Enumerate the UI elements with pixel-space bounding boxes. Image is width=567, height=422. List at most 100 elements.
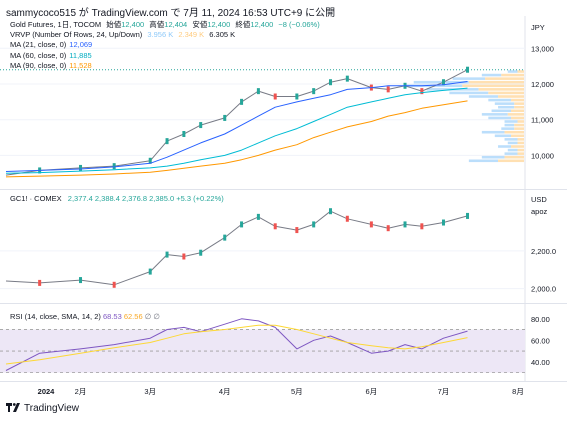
vrvp-value-2: 2.349 K: [178, 30, 205, 40]
comex-chart-svg[interactable]: USD apoz 2,000.0 2,200.0: [0, 190, 567, 304]
data-point: [79, 164, 83, 171]
rsi-legend: RSI (14, close, SMA, 14, 2) 68.53 62.56 …: [10, 312, 160, 322]
y-tick-label: 60.00: [531, 336, 550, 345]
data-point: [182, 253, 186, 260]
data-point: [386, 86, 390, 93]
data-point: [148, 268, 152, 275]
x-tick-label: 7月: [438, 387, 450, 396]
series-line-gc1-comex: [5, 210, 468, 286]
main-title-row: Gold Futures, 1日, TOCOM 始値12,400 高値12,40…: [10, 20, 323, 30]
ma60-row: MA (60, close, 0) 11,885: [10, 51, 323, 61]
data-point: [441, 79, 445, 86]
data-point: [240, 221, 244, 228]
high-value: 12,404: [164, 20, 188, 29]
ma21-row: MA (21, close, 0) 12,069: [10, 40, 323, 50]
volume-profile-down-bar: [498, 95, 524, 98]
main-legend: Gold Futures, 1日, TOCOM 始値12,400 高値12,40…: [10, 20, 323, 71]
comex-panel: USD apoz 2,000.0 2,200.0 GC1! · COMEX 2,3…: [0, 190, 567, 304]
vrvp-value-1: 3.956 K: [147, 30, 174, 40]
ma90-row: MA (90, close, 0) 11,528: [10, 61, 323, 71]
close-label: 終値: [235, 20, 251, 29]
data-point: [466, 212, 470, 219]
volume-profile-down-bar: [511, 134, 524, 138]
data-point: [199, 249, 203, 256]
volume-profile-down-bar: [498, 159, 524, 163]
comex-title: GC1! · COMEX: [10, 194, 62, 203]
volume-profile-up-bar: [481, 130, 505, 134]
data-point: [386, 225, 390, 232]
ma90-label: MA (90, close, 0): [10, 60, 67, 70]
low-value: 12,400: [207, 20, 231, 29]
volume-profile-down-bar: [517, 152, 524, 155]
y-tick-label: 10,000: [531, 151, 554, 160]
comex-ohlc: 2,377.4 2,388.4 2,376.8 2,385.0 +5.3 (+0…: [67, 194, 224, 203]
volume-profile-down-bar: [485, 77, 524, 80]
vrvp-label: VRVP (Number Of Rows, 24, Up/Down): [10, 30, 143, 40]
ma90-value: 11,528: [69, 60, 92, 70]
volume-profile-down-bar: [468, 80, 524, 84]
x-tick-label: 8月: [512, 387, 524, 396]
data-point: [312, 221, 316, 228]
volume-profile-down-bar: [511, 98, 524, 102]
volume-profile-down-bar: [488, 91, 524, 95]
volume-profile-down-bar: [507, 113, 524, 116]
series-line-rsi-based-ma: [5, 324, 468, 365]
tradingview-brand: TradingView: [24, 403, 80, 414]
y-tick-label: 80.00: [531, 315, 550, 324]
main-chart-svg[interactable]: JPY 10,000 11,000 12,000 13,000: [0, 16, 567, 190]
data-point: [369, 221, 373, 228]
rsi-value: 68.53: [102, 312, 122, 321]
rsi-label: RSI (14, close, SMA, 14, 2): [10, 312, 101, 321]
x-tick-label: 4月: [219, 387, 231, 396]
tradingview-logo-icon: [6, 403, 20, 414]
data-point: [345, 215, 349, 222]
y-tick-label: 2,000.0: [531, 285, 556, 294]
volume-profile-down-bar: [504, 130, 524, 134]
rsi-chart-svg[interactable]: 40.00 60.00 80.00: [0, 304, 567, 382]
data-point: [329, 79, 333, 86]
data-point: [312, 88, 316, 95]
volume-profile-down-bar: [517, 70, 524, 73]
series-line-ma-21-close-0-: [5, 81, 468, 172]
ma21-value: 12,069: [69, 40, 93, 50]
comex-currency-label: USD: [531, 195, 547, 204]
y-tick-label: 13,000: [531, 44, 554, 53]
volume-profile-down-bar: [511, 109, 524, 113]
data-point: [165, 138, 169, 145]
vrvp-value-3: 6.305 K: [209, 30, 236, 40]
volume-profile-down-bar: [517, 141, 524, 145]
volume-profile-up-bar: [494, 134, 512, 138]
y-tick-label: 2,200.0: [531, 247, 556, 256]
data-point: [466, 66, 470, 73]
volume-profile-down-bar: [478, 88, 524, 91]
volume-profile-down-bar: [504, 155, 524, 159]
volume-profile-up-bar: [488, 98, 512, 102]
time-axis[interactable]: 2024 2月 3月 4月 5月 6月 7月 8月: [0, 382, 567, 400]
data-point: [199, 122, 203, 129]
data-point: [329, 208, 333, 215]
volume-profile-up-bar: [507, 70, 518, 73]
open-value: 12,400: [121, 20, 145, 29]
volume-profile-up-bar: [504, 123, 515, 127]
volume-profile-up-bar: [504, 152, 518, 155]
volume-profile-down-bar: [514, 105, 524, 109]
comex-unit-label: apoz: [531, 207, 548, 216]
x-tick-label: 6月: [366, 387, 378, 396]
volume-profile-up-bar: [491, 109, 512, 113]
ma60-label: MA (60, close, 0): [10, 50, 67, 60]
rsi-panel: 40.00 60.00 80.00 RSI (14, close, SMA, 14,…: [0, 304, 567, 382]
data-point: [295, 227, 299, 234]
y-tick-label: 11,000: [531, 116, 553, 125]
y-tick-label: 40.00: [531, 358, 550, 367]
volume-profile-up-bar: [498, 145, 512, 148]
data-point: [38, 279, 42, 286]
volume-profile-up-bar: [468, 159, 499, 163]
main-title: Gold Futures, 1日, TOCOM: [10, 20, 102, 29]
volume-profile-up-bar: [404, 84, 463, 88]
x-tick-label: 3月: [144, 387, 156, 396]
volume-profile-up-bar: [507, 141, 518, 145]
volume-profile-up-bar: [481, 73, 502, 77]
data-point: [420, 88, 424, 95]
data-point: [420, 223, 424, 230]
data-point: [79, 277, 83, 284]
